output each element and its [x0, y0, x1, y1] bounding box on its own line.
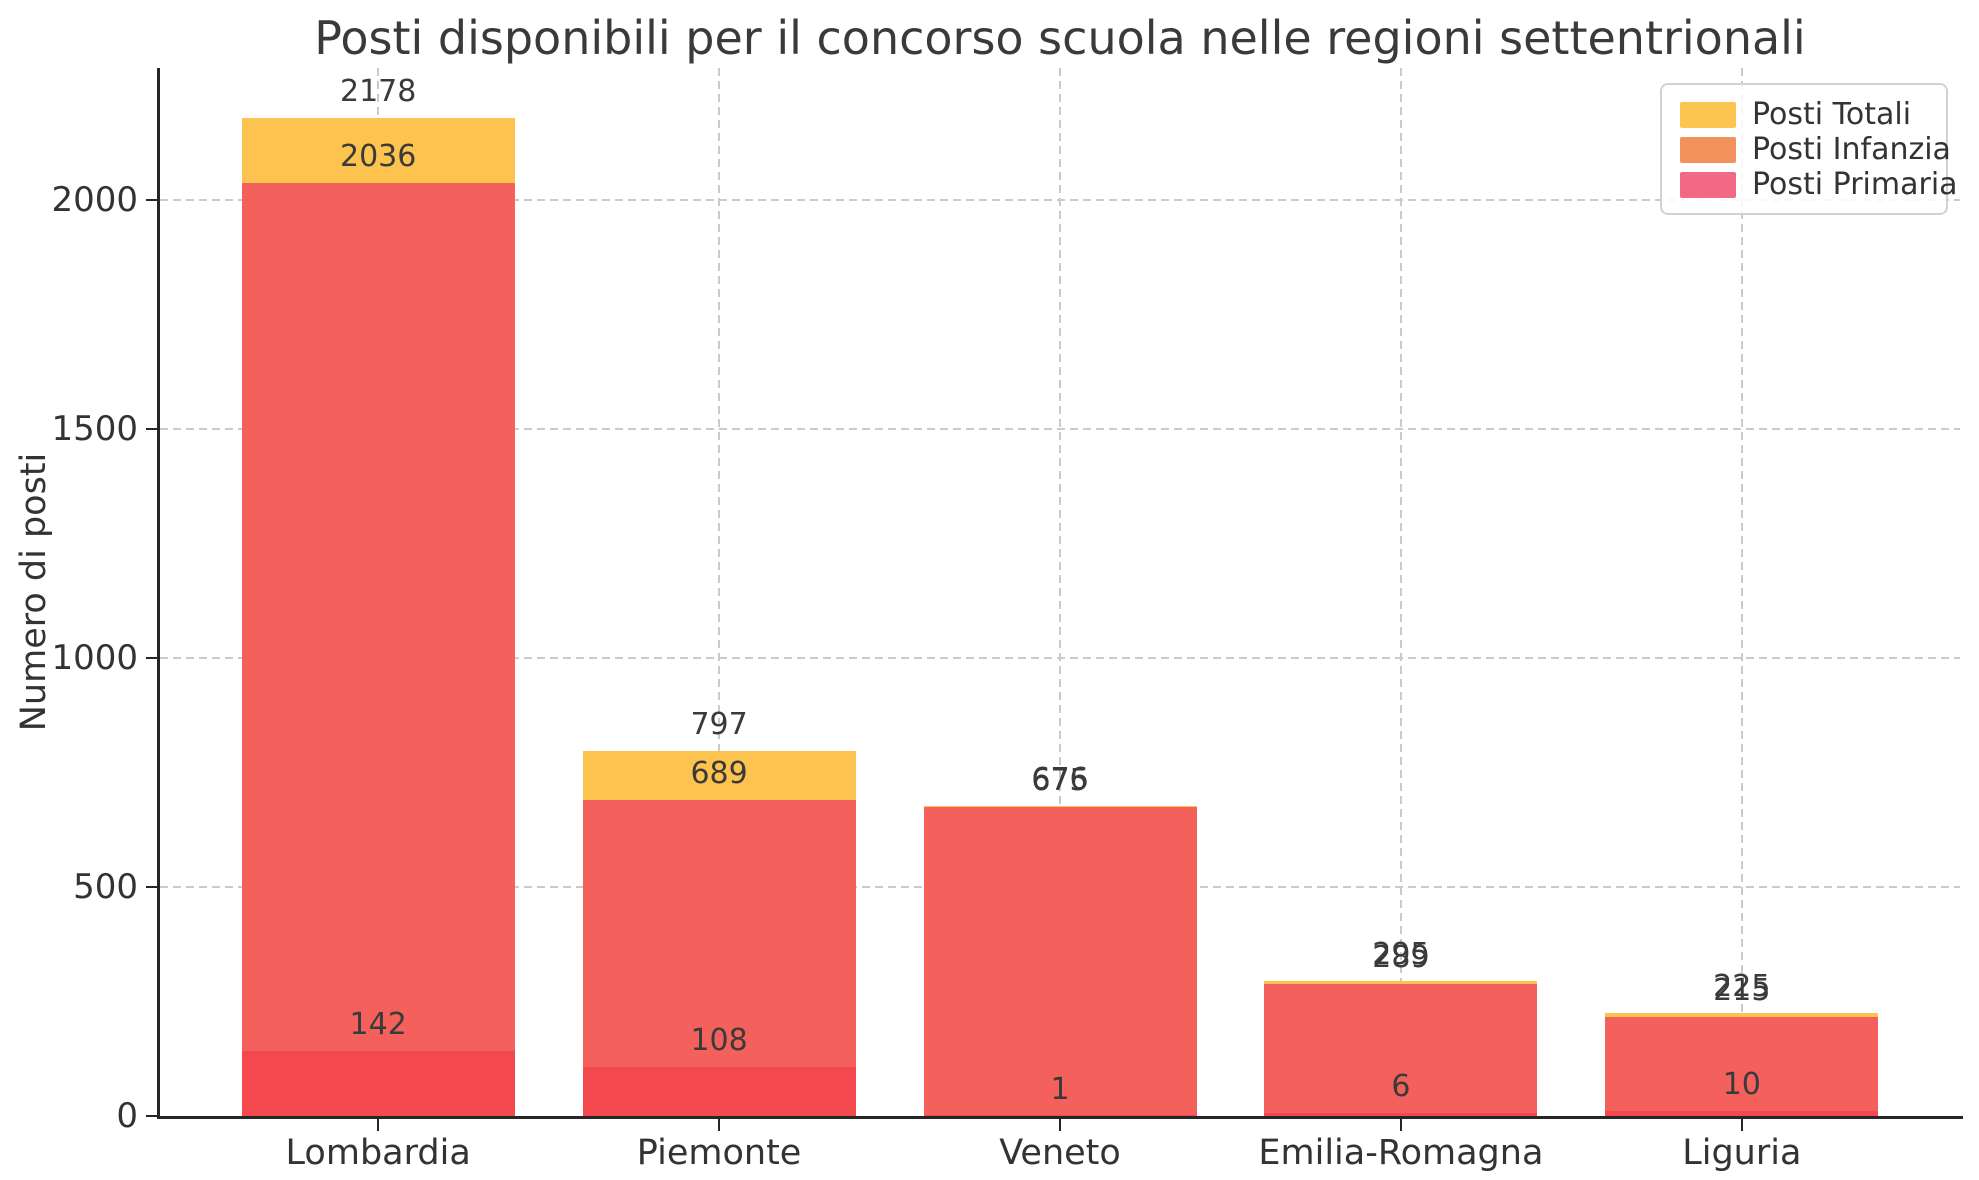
bar-posti-infanzia-3 — [1264, 984, 1537, 1116]
v-gridline-3 — [1399, 68, 1402, 1116]
legend-item-2: Posti Primaria — [1680, 167, 1958, 202]
bar-value-label-0-3: 295 — [1372, 936, 1430, 972]
y-tick-label-1000: 1000 — [51, 637, 138, 678]
bar-value-label-1-2: 675 — [1031, 762, 1089, 798]
x-tick-0 — [377, 1119, 380, 1131]
legend-label: Posti Primaria — [1752, 167, 1958, 202]
x-tick-4 — [1740, 1119, 1743, 1131]
bar-value-label-0-0: 2178 — [339, 73, 417, 109]
bar-value-label-0-4: 225 — [1713, 968, 1771, 1004]
bar-posti-primaria-3 — [1264, 1113, 1537, 1116]
x-tick-3 — [1399, 1119, 1402, 1131]
bar-value-label-1-4: 215 — [1713, 973, 1771, 1009]
legend: Posti Totali Posti Infanzia Posti Primaria — [1660, 83, 1958, 215]
legend-swatch-icon — [1680, 171, 1736, 198]
bar-value-label-2-1: 108 — [690, 1022, 748, 1058]
bar-value-label-2-0: 142 — [349, 1006, 407, 1042]
y-tick-2000 — [146, 198, 158, 201]
y-tick-1500 — [146, 427, 158, 430]
y-tick-500 — [146, 885, 158, 888]
bar-posti-primaria-1 — [583, 1067, 856, 1116]
bar-posti-infanzia-0 — [242, 183, 515, 1116]
legend-swatch-icon — [1680, 136, 1736, 163]
bar-posti-primaria-2 — [924, 1115, 1197, 1116]
x-category-label-2: Veneto — [999, 1133, 1121, 1173]
x-category-label-0: Lombardia — [285, 1133, 471, 1173]
bar-posti-primaria-4 — [1605, 1111, 1878, 1116]
bar-value-label-1-1: 689 — [690, 756, 748, 792]
bar-posti-infanzia-1 — [583, 800, 856, 1116]
y-tick-label-2000: 2000 — [51, 179, 138, 220]
y-tick-label-500: 500 — [73, 866, 138, 907]
y-tick-label-1500: 1500 — [51, 408, 138, 449]
bar-value-label-0-1: 797 — [690, 706, 748, 742]
bar-value-label-2-4: 10 — [1722, 1067, 1761, 1103]
x-tick-2 — [1059, 1119, 1061, 1131]
y-axis-spine — [157, 68, 160, 1119]
bar-posti-primaria-0 — [242, 1051, 515, 1116]
y-tick-1000 — [146, 656, 158, 659]
bar-value-label-1-3: 289 — [1372, 939, 1430, 975]
x-axis-spine — [157, 1116, 1963, 1119]
legend-label: Posti Totali — [1752, 97, 1912, 132]
bar-value-label-0-2: 676 — [1031, 762, 1089, 798]
legend-label: Posti Infanzia — [1752, 132, 1951, 167]
legend-swatch-icon — [1680, 101, 1736, 128]
chart-title: Posti disponibili per il concorso scuola… — [314, 11, 1806, 65]
bar-value-label-1-0: 2036 — [339, 139, 417, 175]
v-gridline-1 — [718, 68, 721, 1116]
bar-posti-infanzia-4 — [1605, 1017, 1878, 1116]
bar-posti-infanzia-2 — [924, 807, 1197, 1116]
v-gridline-4 — [1740, 68, 1743, 1116]
x-category-label-4: Liguria — [1682, 1133, 1802, 1173]
v-gridline-2 — [1059, 68, 1061, 1116]
legend-item-1: Posti Infanzia — [1680, 132, 1951, 167]
x-tick-1 — [718, 1119, 721, 1131]
legend-item-0: Posti Totali — [1680, 97, 1928, 132]
bar-value-label-2-2: 1 — [1050, 1071, 1070, 1107]
x-category-label-3: Emilia-Romagna — [1258, 1133, 1544, 1173]
x-category-label-1: Piemonte — [636, 1133, 802, 1173]
bar-value-label-2-3: 6 — [1391, 1069, 1411, 1105]
y-tick-0 — [146, 1115, 158, 1117]
y-tick-label-0: 0 — [116, 1096, 138, 1136]
